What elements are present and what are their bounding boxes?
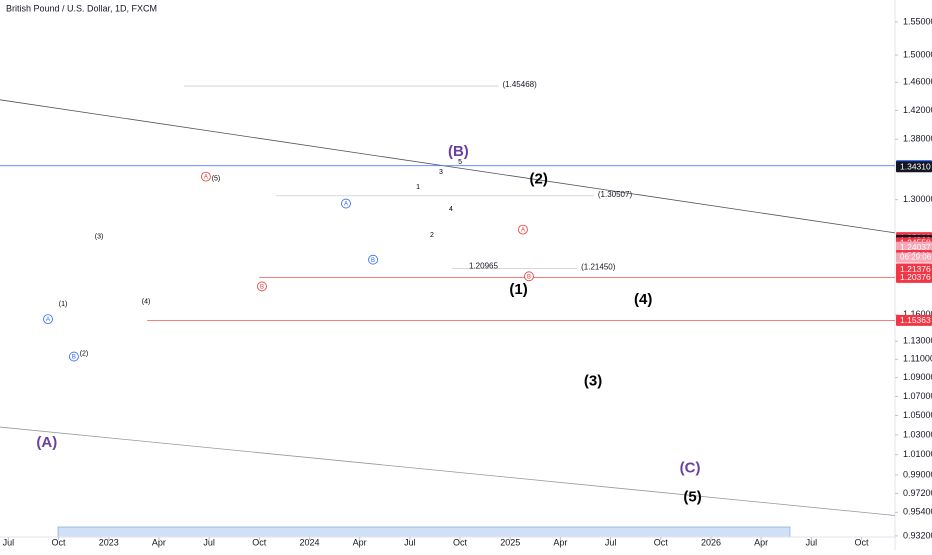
chart-title: British Pound / U.S. Dollar, 1D, FXCM: [6, 3, 157, 13]
y-tick-label: 1.11000: [903, 354, 932, 364]
y-tick-label: 1.50000: [903, 49, 932, 59]
x-tick-label: 2025: [500, 537, 520, 547]
price-badge-label: 1.21376: [900, 264, 931, 274]
wave-circle: [368, 254, 378, 265]
wave-label: 1: [416, 184, 420, 191]
x-tick-label: Jul: [806, 537, 818, 547]
price-badge: [896, 314, 932, 326]
wave-label: (B): [448, 143, 469, 160]
wave-label: (1): [59, 301, 68, 308]
wave-circle: [341, 198, 351, 209]
price-badge-label: 1.24037: [900, 242, 931, 252]
price-badge: [896, 161, 932, 173]
wave-label: (2): [80, 351, 89, 358]
wave-circle: [524, 271, 534, 282]
wave-label: (3): [95, 234, 104, 241]
wave-label: 3: [439, 169, 443, 176]
y-tick-label: 1.05000: [903, 410, 932, 420]
wave-label: (5): [212, 176, 221, 183]
y-tick-label: 1.16000: [903, 309, 932, 319]
session-band: [57, 526, 791, 538]
price-badge-label: 1.15363: [900, 315, 931, 325]
x-tick-label: Oct: [654, 537, 669, 547]
wave-label: 5: [458, 159, 462, 166]
y-tick-label: 1.13000: [903, 336, 932, 346]
wave-circle: [43, 314, 53, 325]
x-tick-label: Jul: [404, 537, 416, 547]
wave-letter: B: [527, 274, 531, 280]
price-badge: [896, 263, 932, 275]
y-tick-label: 1.09000: [903, 372, 932, 382]
y-tick-label: 1.46000: [903, 77, 932, 87]
wave-circle: [201, 171, 211, 182]
wave-label: (2): [530, 171, 548, 188]
wave-circle: [69, 351, 79, 362]
wave-letter: A: [521, 228, 525, 234]
x-tick-label: Oct: [855, 537, 870, 547]
wave-label: 4: [449, 206, 453, 213]
x-tick-label: Jul: [605, 537, 617, 547]
price-badge-label: 1.20376: [900, 272, 931, 282]
wave-label: (1): [509, 281, 527, 298]
wave-letter: B: [371, 258, 375, 264]
countdown: 06:29:06: [900, 253, 932, 262]
level-label: (1.45468): [503, 80, 538, 89]
y-tick-label: 1.30000: [903, 194, 932, 204]
wave-label: (5): [683, 489, 701, 506]
wave-label: 2: [430, 232, 434, 239]
countdown-badge: [896, 252, 932, 263]
wave-label: (4): [634, 291, 652, 308]
trendline: [0, 99, 896, 234]
x-tick-label: Jul: [203, 537, 215, 547]
price-badge: [896, 271, 932, 283]
wave-label: (C): [680, 459, 701, 476]
point-label: 1.20965: [469, 262, 498, 271]
wave-circle: [257, 281, 267, 292]
wave-label: (3): [584, 372, 602, 389]
price-badge: [896, 241, 932, 253]
wave-label: (4): [142, 299, 151, 306]
y-tick-label: 1.07000: [903, 391, 932, 401]
y-tick-label: 1.42000: [903, 105, 932, 115]
wave-letter: B: [72, 355, 76, 361]
y-tick-label: 0.93200: [903, 530, 932, 540]
y-tick-label: 1.03000: [903, 429, 932, 439]
level-label: (1.30507): [598, 190, 633, 199]
x-tick-label: Oct: [52, 537, 67, 547]
x-tick-label: Apr: [353, 537, 367, 547]
trendline: [0, 426, 896, 516]
x-tick-label: 2024: [299, 537, 319, 547]
y-tick-label: 1.38000: [903, 134, 932, 144]
x-tick-label: 2023: [99, 537, 119, 547]
wave-circle: [518, 224, 528, 235]
x-tick-label: Apr: [754, 537, 768, 547]
wave-letter: B: [260, 285, 264, 291]
x-tick-label: Jul: [3, 537, 15, 547]
wave-letter: A: [344, 202, 348, 208]
wave-letter: A: [46, 317, 50, 323]
level-label: (1.21450): [581, 263, 616, 272]
wave-label: (A): [36, 434, 57, 451]
x-tick-label: 2026: [701, 537, 721, 547]
x-tick-label: Oct: [453, 537, 468, 547]
price-badge-label: 1.34310: [900, 161, 931, 171]
x-tick-label: Apr: [152, 537, 166, 547]
y-tick-label: 1.55000: [903, 16, 932, 26]
x-tick-label: Apr: [553, 537, 567, 547]
wave-letter: A: [204, 175, 208, 181]
x-tick-label: Oct: [252, 537, 267, 547]
